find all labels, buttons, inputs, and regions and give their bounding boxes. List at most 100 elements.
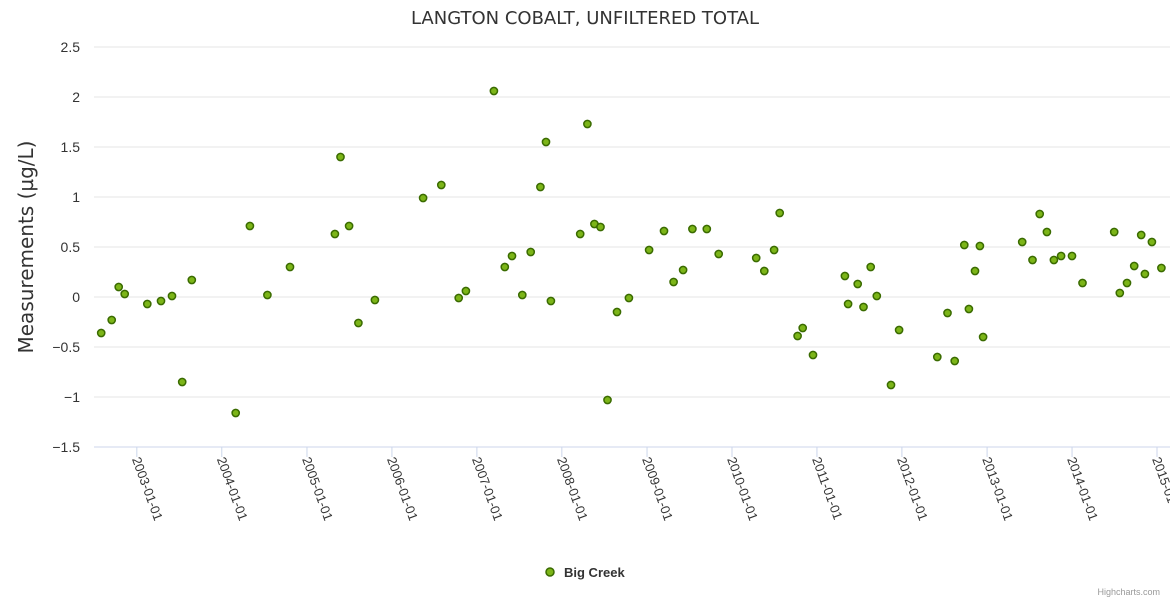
data-point[interactable]: [603, 395, 612, 405]
x-tick-label: 2015-01-01: [1149, 455, 1170, 523]
data-point[interactable]: [575, 229, 585, 239]
data-point[interactable]: [1067, 251, 1077, 261]
x-tick-label: 2006-01-01: [384, 455, 421, 523]
data-point[interactable]: [886, 380, 896, 390]
data-point[interactable]: [678, 265, 688, 275]
data-point[interactable]: [975, 241, 985, 251]
data-point[interactable]: [156, 296, 166, 306]
data-point[interactable]: [546, 296, 556, 306]
data-point[interactable]: [1136, 230, 1146, 240]
data-point[interactable]: [187, 275, 197, 285]
data-point[interactable]: [245, 221, 255, 231]
data-point[interactable]: [1109, 227, 1119, 237]
data-point[interactable]: [1078, 278, 1087, 288]
data-point[interactable]: [970, 266, 980, 276]
credits-link[interactable]: Highcharts.com: [1097, 587, 1160, 597]
data-point[interactable]: [167, 291, 177, 301]
data-point[interactable]: [541, 137, 551, 147]
data-point[interactable]: [177, 377, 187, 387]
data-point[interactable]: [370, 295, 380, 305]
x-tick-label: 2008-01-01: [554, 455, 591, 523]
data-point[interactable]: [114, 282, 124, 292]
y-tick-label: 0.5: [61, 239, 81, 255]
data-point[interactable]: [536, 182, 545, 192]
data-point[interactable]: [285, 262, 295, 272]
data-point[interactable]: [872, 291, 882, 301]
data-point[interactable]: [1056, 251, 1066, 261]
data-point[interactable]: [344, 221, 354, 231]
data-point[interactable]: [943, 308, 952, 318]
y-tick-label: 2: [72, 89, 80, 105]
data-point[interactable]: [1028, 255, 1037, 265]
data-point[interactable]: [688, 224, 697, 234]
data-point[interactable]: [714, 249, 724, 259]
data-point[interactable]: [1140, 269, 1150, 279]
data-point[interactable]: [1157, 263, 1166, 273]
data-point[interactable]: [1049, 255, 1059, 265]
data-point[interactable]: [808, 350, 818, 360]
data-point[interactable]: [1035, 209, 1045, 219]
data-point[interactable]: [1129, 261, 1139, 271]
data-point[interactable]: [1017, 237, 1027, 247]
data-point[interactable]: [142, 299, 152, 309]
data-point[interactable]: [1147, 237, 1157, 247]
data-point[interactable]: [336, 152, 345, 162]
data-point[interactable]: [769, 245, 779, 255]
data-point[interactable]: [959, 240, 969, 250]
data-point[interactable]: [950, 356, 960, 366]
data-point[interactable]: [978, 332, 988, 342]
data-point[interactable]: [775, 208, 785, 218]
data-point[interactable]: [843, 299, 853, 309]
data-point[interactable]: [932, 352, 942, 362]
data-point[interactable]: [859, 302, 868, 312]
data-point[interactable]: [1115, 288, 1125, 298]
data-point[interactable]: [517, 290, 527, 300]
x-tick-label: 2012-01-01: [894, 455, 931, 523]
data-point[interactable]: [330, 229, 340, 239]
data-point[interactable]: [793, 331, 802, 341]
data-point[interactable]: [596, 222, 605, 232]
data-point[interactable]: [759, 266, 769, 276]
data-point[interactable]: [500, 262, 510, 272]
x-tick-label: 2005-01-01: [299, 455, 336, 523]
data-point[interactable]: [964, 304, 974, 314]
y-axis-label: Measurements (µg/L): [14, 141, 38, 354]
data-point[interactable]: [751, 253, 761, 263]
data-point[interactable]: [507, 251, 517, 261]
legend-item-big-creek[interactable]: Big Creek: [564, 565, 625, 580]
data-point[interactable]: [263, 290, 272, 300]
data-point[interactable]: [659, 226, 669, 236]
data-point[interactable]: [612, 307, 622, 317]
data-point[interactable]: [489, 86, 499, 96]
data-point[interactable]: [702, 224, 712, 234]
legend[interactable]: Big Creek: [545, 565, 625, 580]
data-point[interactable]: [231, 408, 241, 418]
data-point[interactable]: [526, 247, 536, 257]
data-point[interactable]: [669, 277, 678, 287]
data-point[interactable]: [644, 245, 654, 255]
series-big-creek[interactable]: [96, 86, 1166, 418]
data-point[interactable]: [840, 271, 850, 281]
data-point[interactable]: [454, 293, 464, 303]
x-tick-label: 2009-01-01: [639, 455, 676, 523]
data-point[interactable]: [1042, 227, 1052, 237]
data-point[interactable]: [461, 286, 471, 296]
data-point[interactable]: [853, 279, 863, 289]
chart-title: LANGTON COBALT, UNFILTERED TOTAL: [411, 8, 759, 29]
data-point[interactable]: [894, 325, 904, 335]
data-point[interactable]: [1122, 278, 1132, 288]
data-point[interactable]: [354, 318, 363, 328]
data-point[interactable]: [96, 328, 106, 338]
data-point[interactable]: [107, 315, 117, 325]
y-tick-label: 0: [72, 289, 80, 305]
data-point[interactable]: [583, 119, 592, 129]
data-point[interactable]: [436, 180, 446, 190]
data-point[interactable]: [418, 193, 428, 203]
data-point[interactable]: [624, 293, 634, 303]
data-point[interactable]: [798, 323, 808, 333]
y-tick-label: −1.5: [52, 439, 80, 455]
data-point[interactable]: [866, 262, 876, 272]
data-point[interactable]: [120, 289, 130, 299]
y-axis-ticks: 2.5 2 1.5 1 0.5 0 −0.5 −1 −1.5: [52, 39, 80, 455]
